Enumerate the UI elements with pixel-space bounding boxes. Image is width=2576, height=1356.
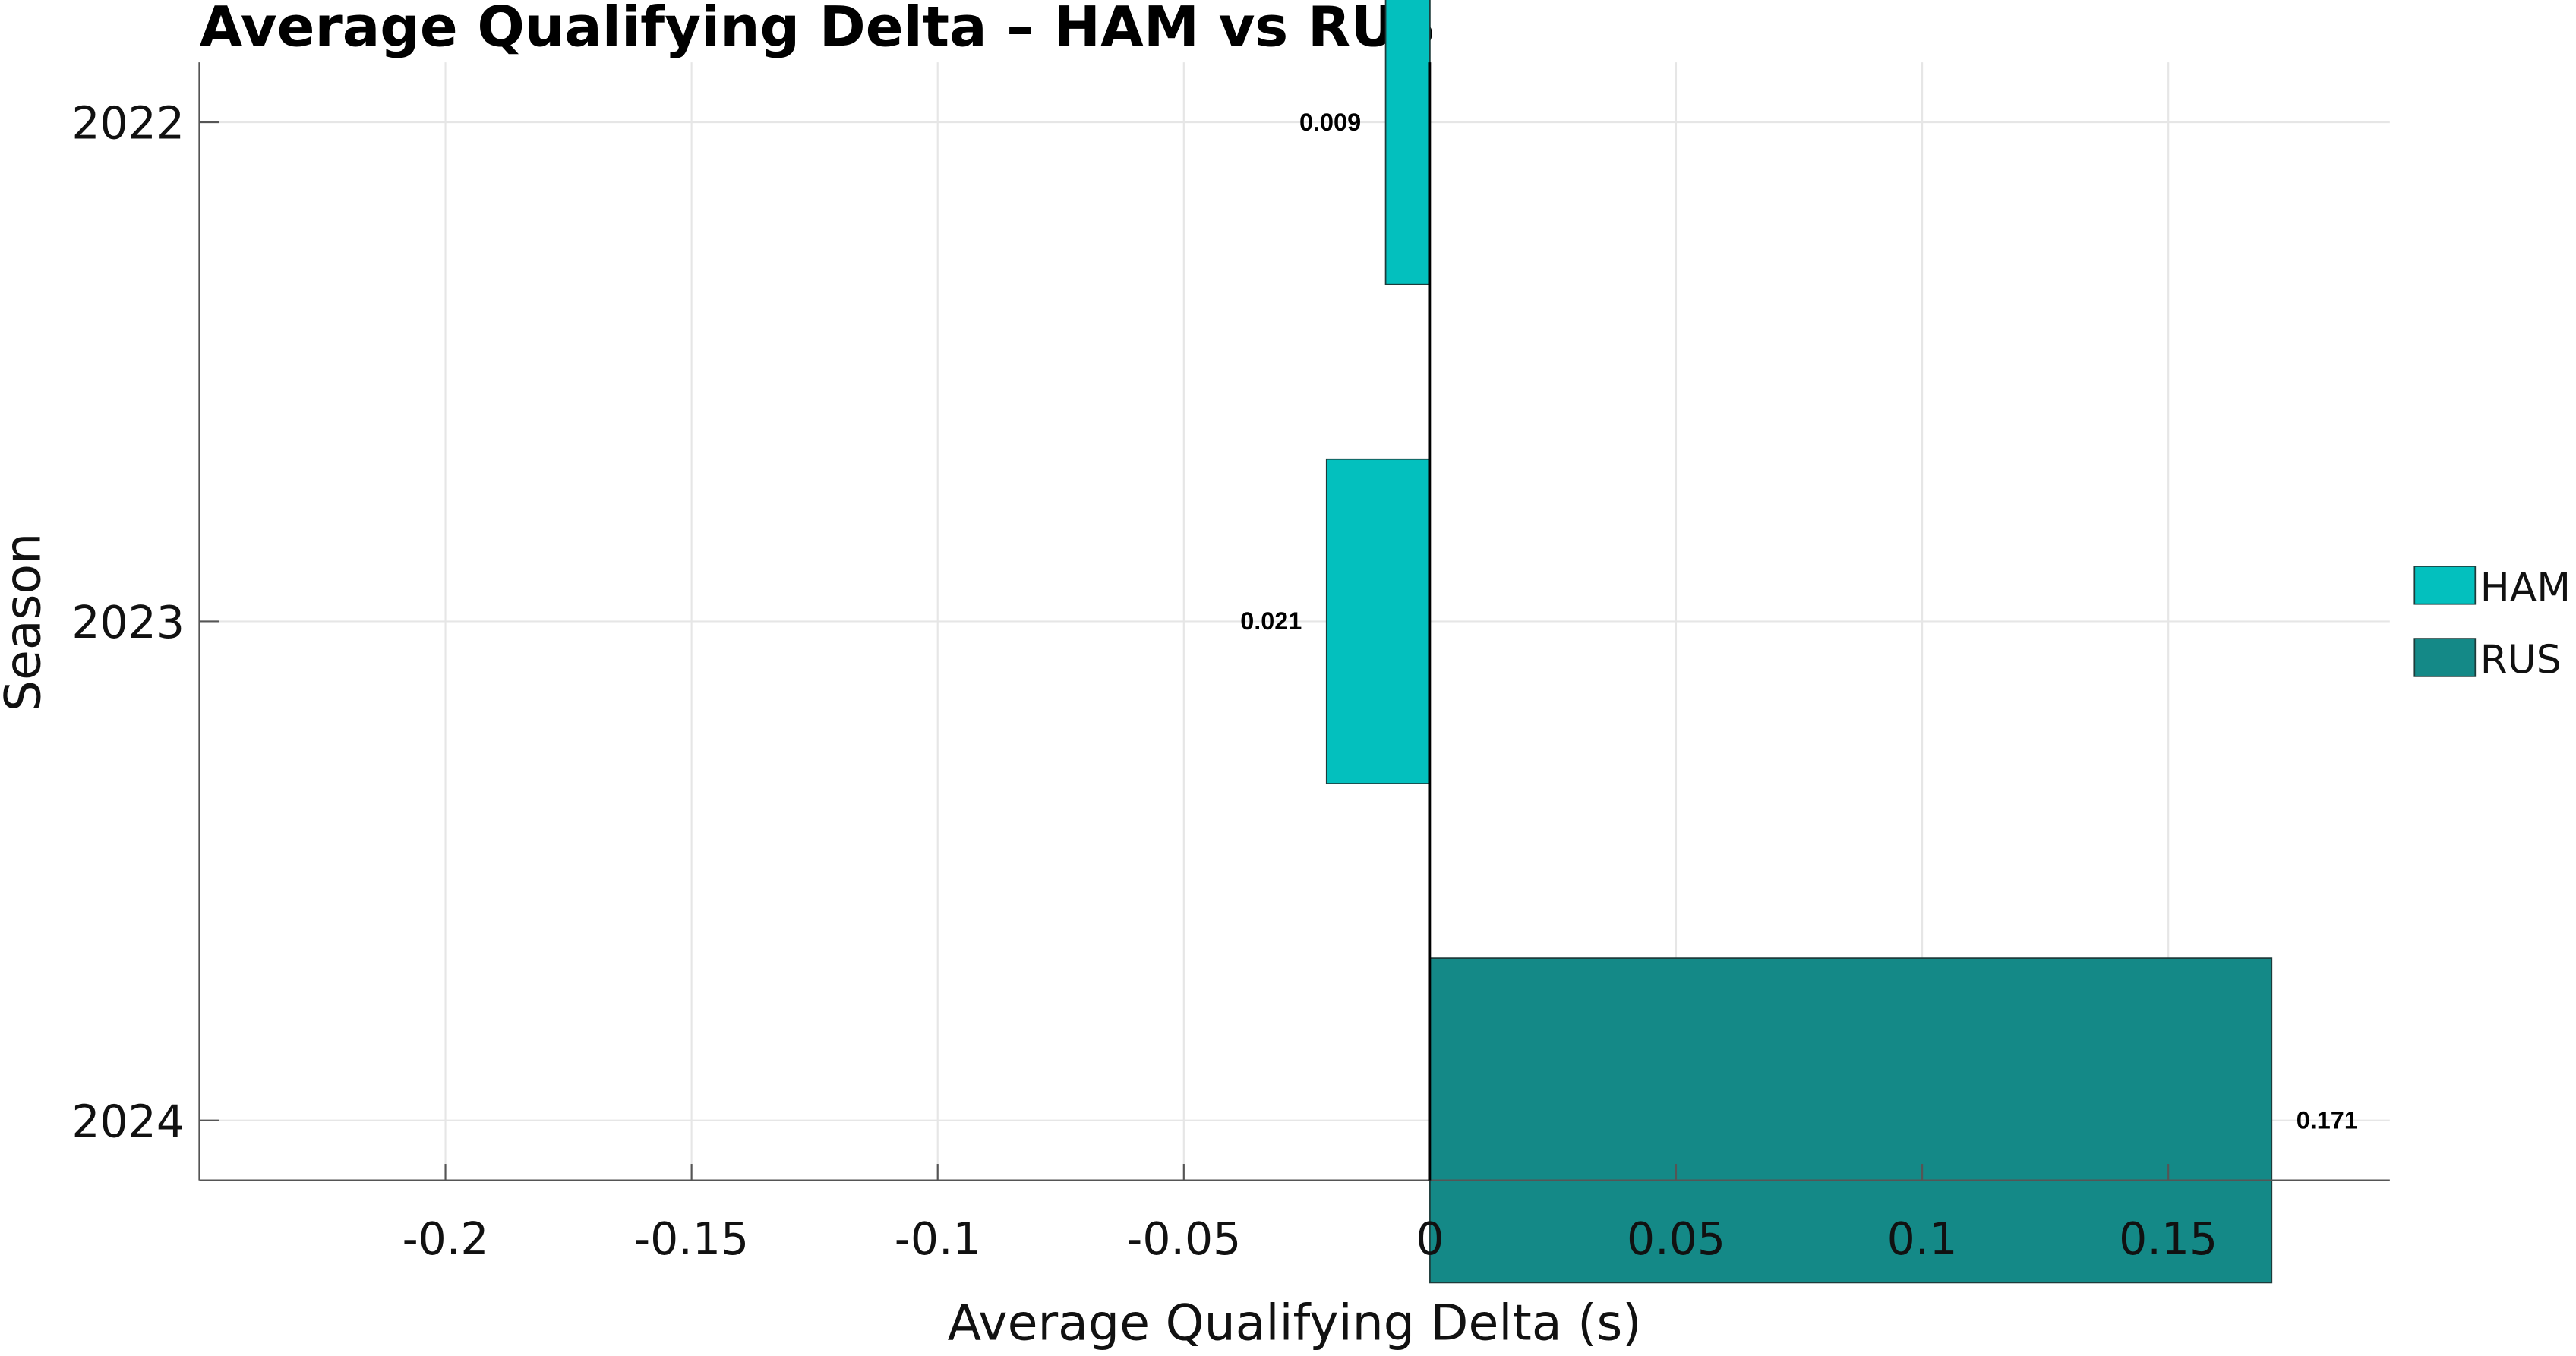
x-tick-label: 0.15 — [2119, 1213, 2218, 1265]
y-tick-label: 2023 — [71, 597, 185, 648]
x-tick-label: -0.05 — [1126, 1213, 1241, 1265]
legend-swatch-ham — [2413, 566, 2477, 605]
data-label: 0.021 — [1240, 607, 1302, 635]
x-tick-label: 0 — [1416, 1213, 1444, 1265]
x-tick-label: -0.2 — [402, 1213, 489, 1265]
x-tick-label: -0.15 — [634, 1213, 749, 1265]
x-axis-label: Average Qualifying Delta (s) — [948, 1295, 1642, 1351]
bar-rus-2024 — [1429, 957, 2273, 1284]
y-tick-label: 2022 — [71, 98, 185, 150]
y-axis-label: Season — [0, 533, 52, 711]
chart-title: Average Qualifying Delta – HAM vs RUS — [199, 0, 1436, 60]
bar-ham-2023 — [1325, 458, 1431, 784]
x-tick-label: 0.05 — [1627, 1213, 1725, 1265]
y-tick-label: 2024 — [71, 1096, 185, 1147]
legend-label-ham: HAM — [2480, 565, 2571, 610]
data-label: 0.171 — [2297, 1107, 2358, 1134]
legend-label-rus: RUS — [2480, 638, 2562, 683]
bars: 0.009 0.021 0.171 — [1240, 0, 2358, 1284]
data-label: 0.009 — [1299, 109, 1361, 136]
x-tick-label: -0.1 — [895, 1213, 981, 1265]
bar-ham-2022 — [1384, 0, 1431, 285]
legend: HAM RUS — [2413, 565, 2571, 683]
axes: -0.2 -0.15 -0.1 -0.05 0 0.05 0.1 0.15 2022 2023 20… — [71, 62, 2390, 1265]
x-tick-label: 0.1 — [1887, 1213, 1958, 1265]
legend-swatch-rus — [2413, 638, 2477, 677]
